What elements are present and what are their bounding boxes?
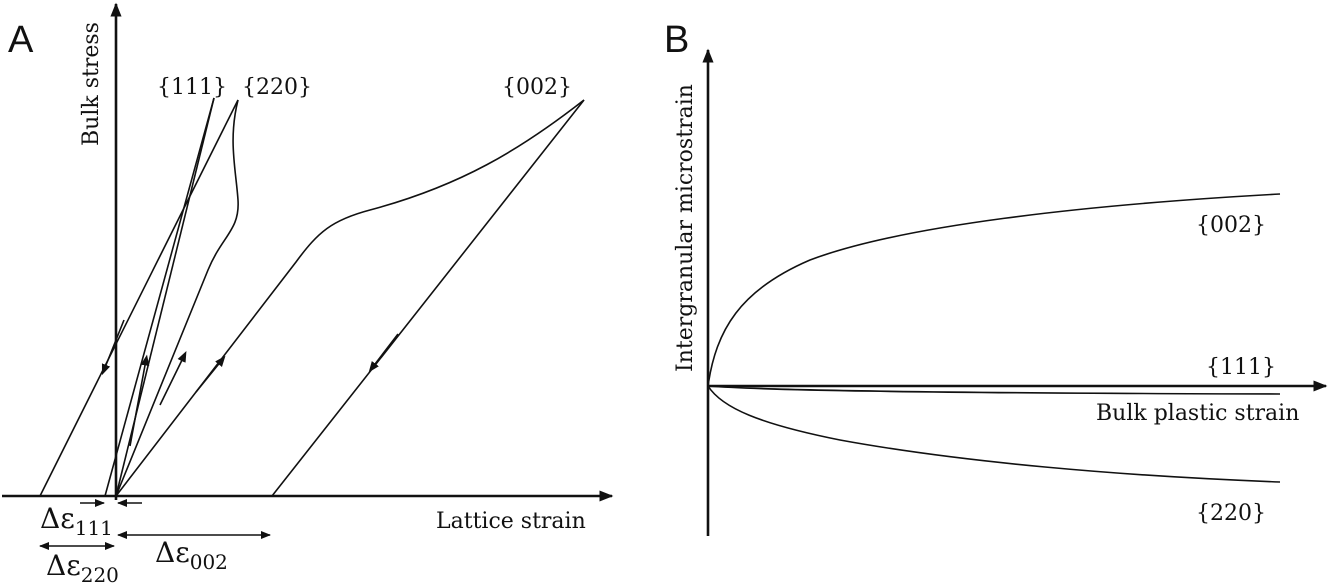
strain-indicators (39, 499, 271, 550)
panel-a: A Bulk stress Lattice strain {111} { (2, 2, 614, 587)
curve-111-loading-line (115, 97, 215, 497)
panel-a-letter: A (8, 19, 34, 61)
delta-002-subscript: 002 (190, 550, 228, 574)
curve-111-label: {111} (157, 75, 227, 100)
curve-b-002-label: {002} (1196, 213, 1266, 238)
curve-002 (115, 99, 585, 497)
curve-220-unloading-line (39, 99, 239, 497)
panel-b-y-axis-label: Intergranular microstrain (673, 84, 698, 372)
curve-b-002 (707, 193, 1281, 387)
curve-b-111-label: {111} (1206, 355, 1276, 380)
curve-b-220-label: {220} (1196, 501, 1266, 526)
panel-a-y-axis-label: Bulk stress (79, 22, 104, 146)
curve-111-loading-arrow (129, 354, 150, 447)
delta-002-symbol: Δε (155, 536, 190, 569)
curve-002-label: {002} (502, 75, 572, 100)
delta-111-label: Δε111 (40, 502, 113, 540)
delta-002-label: Δε002 (155, 536, 228, 574)
delta-220-subscript: 220 (81, 563, 119, 587)
curve-002-loading-path (115, 99, 585, 497)
curve-111 (104, 97, 215, 497)
curve-220-unloading-arrow (101, 319, 125, 376)
curve-220-loading-path (115, 99, 239, 497)
panel-b: B Intergranular microstrain Bulk plastic… (664, 19, 1328, 536)
curve-002-unloading-arrow (368, 333, 399, 373)
curve-002-unloading-line (271, 99, 585, 497)
curve-220-label: {220} (242, 75, 312, 100)
curve-002-loading-arrow (195, 355, 226, 393)
delta-111-symbol: Δε (40, 502, 75, 535)
panel-b-letter: B (664, 19, 689, 61)
panel-b-x-axis-label: Bulk plastic strain (1096, 401, 1299, 426)
curve-b-220 (707, 385, 1281, 483)
panel-a-x-axis-label: Lattice strain (436, 509, 586, 534)
delta-220-symbol: Δε (46, 549, 81, 582)
curve-b-111 (707, 385, 1281, 395)
delta-220-label: Δε220 (46, 549, 119, 587)
delta-111-subscript: 111 (75, 516, 113, 540)
curve-220 (39, 99, 239, 497)
curve-220-loading-arrow (159, 351, 187, 406)
curve-111-unloading-line (104, 97, 215, 497)
